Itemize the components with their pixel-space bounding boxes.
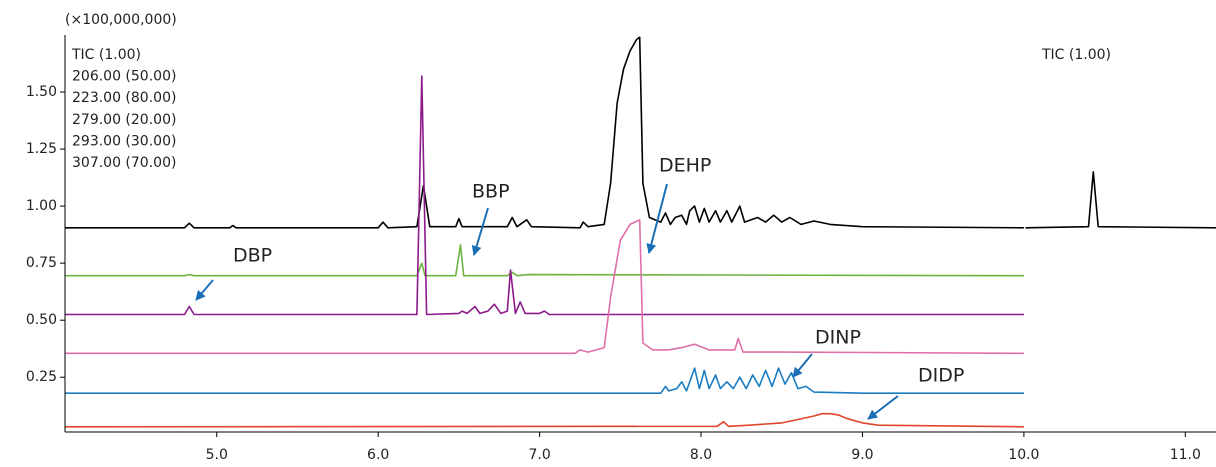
x-tick-label: 6.0	[367, 447, 389, 463]
annotation: DEHP	[659, 155, 711, 177]
arrow	[195, 279, 214, 301]
series-line	[65, 219, 1024, 355]
arrow	[792, 353, 813, 378]
x-tick-label: 10.0	[1008, 447, 1039, 463]
segment-label: TIC (1.00)	[1041, 47, 1111, 63]
y-tick-label: 0.25	[26, 369, 57, 385]
x-tick-label: 5.0	[206, 447, 228, 463]
x-tick-label: 9.0	[851, 447, 873, 463]
y-tick-label: 1.50	[26, 84, 57, 100]
annotation: DINP	[815, 327, 861, 349]
series-line	[65, 36, 1216, 229]
legend-entry: 206.00 (50.00)	[72, 69, 176, 85]
annotation: DBP	[233, 245, 272, 267]
annotation: DIDP	[918, 365, 964, 387]
y-tick-label: 1.00	[26, 198, 57, 214]
series-line	[64, 412, 1024, 428]
series-line	[65, 75, 1024, 316]
x-tick-label: 11.0	[1170, 447, 1201, 463]
series-line	[65, 367, 1024, 394]
unit-label: (×100,000,000)	[65, 12, 177, 28]
arrow	[867, 395, 899, 420]
y-tick-label: 0.75	[26, 255, 57, 271]
legend-entry: 293.00 (30.00)	[72, 133, 176, 149]
x-tick-label: 7.0	[528, 447, 550, 463]
annotation: BBP	[472, 181, 510, 203]
series-line	[65, 244, 1024, 277]
y-tick-label: 0.50	[26, 312, 57, 328]
legend-entry: 223.00 (80.00)	[72, 90, 176, 106]
y-tick-label: 1.25	[26, 141, 57, 157]
x-tick-label: 8.0	[690, 447, 712, 463]
legend-entry: TIC (1.00)	[71, 47, 141, 63]
legend-entry: 279.00 (20.00)	[72, 112, 176, 128]
plot-area	[64, 36, 1216, 428]
legend-entry: 307.00 (70.00)	[72, 155, 176, 171]
arrow	[471, 207, 489, 256]
arrow	[646, 183, 668, 254]
